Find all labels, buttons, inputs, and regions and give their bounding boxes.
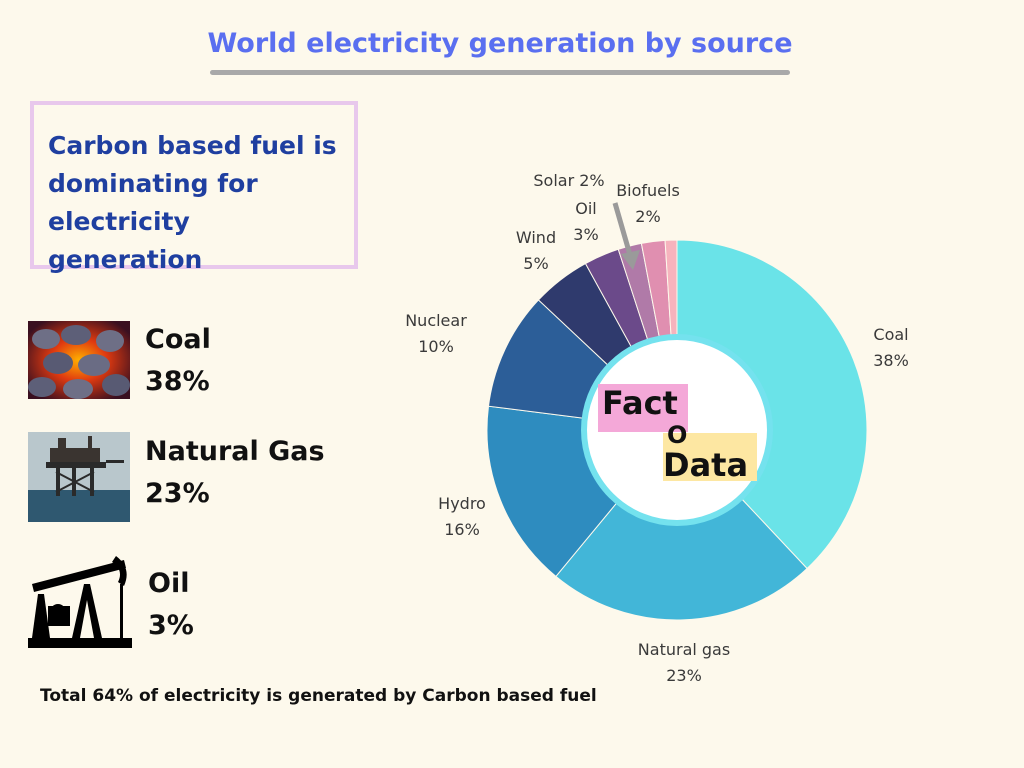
slice-value-nuclear: 10% [418,337,454,356]
slice-label-solar: Solar 2% [533,171,604,190]
slice-value-hydro: 16% [444,520,480,539]
fuel-pct-oil: 3% [148,610,194,641]
slice-value-natural-gas: 23% [666,666,702,685]
fuel-pct-natural-gas: 23% [145,478,210,509]
slice-label-nuclear: Nuclear [405,311,467,330]
fuel-name-oil: Oil [148,568,190,599]
footer-note: Total 64% of electricity is generated by… [40,686,597,706]
fuel-name-natural-gas: Natural Gas [145,436,325,467]
slice-label-coal: Coal [873,325,908,344]
gas-platform-image [28,432,130,522]
page-title: World electricity generation by source [207,28,793,59]
fuel-pct-coal: 38% [145,366,210,397]
coal-image [28,321,130,399]
slice-value-coal: 38% [873,351,909,370]
slice-value-oil: 3% [573,225,598,244]
slice-label-biofuels: Biofuels [616,181,680,200]
callout-box: Carbon based fuel is dominating for elec… [30,101,358,274]
logo-data-text: Data [663,446,748,484]
slice-value-wind: 5% [523,254,548,273]
slice-value-biofuels: 2% [635,207,660,226]
slice-label-hydro: Hydro [438,494,486,513]
slice-label-oil: Oil [575,199,596,218]
fuel-name-coal: Coal [145,324,211,355]
solar-pointer-arrow [612,202,633,256]
oil-pumpjack-icon [28,554,132,650]
slice-label-natural-gas: Natural gas [638,640,730,659]
logo-o-text: O [667,421,687,449]
logo-data-highlight [663,433,757,481]
callout-text: Carbon based fuel is dominating for elec… [48,131,337,274]
title-underline [210,70,790,75]
logo-fact-highlight [598,384,688,432]
logo-fact-text: Fact [602,384,678,422]
solar-pointer-arrowhead [621,250,640,270]
slice-label-wind: Wind [516,228,556,247]
